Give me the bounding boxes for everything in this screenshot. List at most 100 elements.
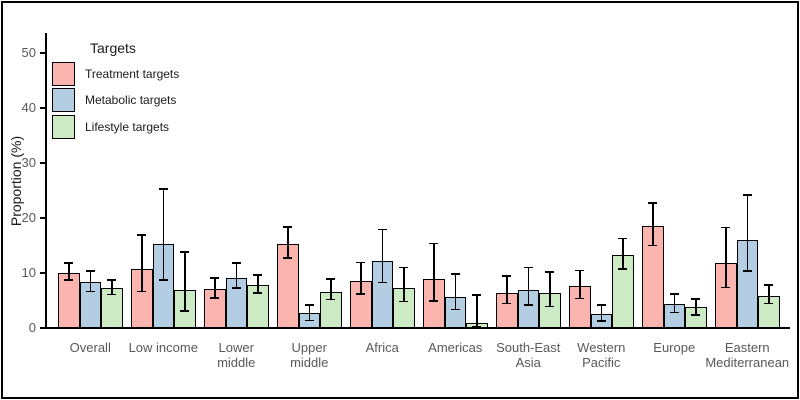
error-bar-cap bbox=[721, 286, 731, 289]
y-tick-mark bbox=[40, 217, 46, 219]
error-bar-cap bbox=[429, 242, 439, 245]
error-bar-cap bbox=[523, 304, 533, 306]
error-bar-cap bbox=[669, 311, 679, 314]
error-bar-line bbox=[527, 267, 529, 305]
error-bar-line bbox=[476, 295, 478, 327]
error-bar-cap bbox=[596, 320, 606, 322]
error-bar-cap bbox=[742, 270, 752, 272]
error-bar-cap bbox=[158, 188, 168, 190]
metabolic-targets-swatch bbox=[52, 88, 75, 112]
error-bar-cap bbox=[326, 278, 336, 280]
error-bar-line bbox=[454, 274, 456, 310]
error-bar-cap bbox=[618, 237, 628, 240]
legend-label: Metabolic targets bbox=[85, 93, 177, 107]
legend-title: Targets bbox=[90, 40, 136, 56]
error-bar-cap bbox=[669, 293, 679, 295]
error-bar-cap bbox=[85, 290, 95, 293]
error-bar-cap bbox=[575, 269, 585, 271]
error-bar-line bbox=[111, 280, 113, 295]
error-bar-cap bbox=[764, 284, 774, 286]
category-label: Lower middle bbox=[217, 340, 256, 370]
category-label: South-East Asia bbox=[496, 340, 561, 370]
error-bar-cap bbox=[648, 244, 658, 247]
error-bar-cap bbox=[107, 293, 117, 296]
y-tick-label: 0 bbox=[28, 320, 36, 335]
error-bar-cap bbox=[450, 308, 460, 311]
error-bar-cap bbox=[399, 266, 409, 269]
bar bbox=[58, 273, 80, 328]
error-bar-line bbox=[768, 285, 770, 304]
category-label: Upper middle bbox=[290, 340, 329, 370]
error-bar-cap bbox=[429, 300, 439, 302]
error-bar-cap bbox=[137, 290, 147, 293]
y-tick-mark bbox=[40, 162, 46, 164]
error-bar-cap bbox=[596, 304, 606, 306]
error-bar-cap bbox=[377, 281, 387, 284]
y-tick-label: 50 bbox=[21, 45, 36, 60]
error-bar-line bbox=[68, 263, 70, 281]
error-bar-cap bbox=[283, 257, 293, 259]
error-bar-cap bbox=[210, 297, 220, 299]
category-label: Eastern Mediterranean bbox=[705, 340, 790, 370]
error-bar-line bbox=[746, 194, 748, 271]
category-label: Low income bbox=[128, 340, 198, 355]
error-bar-cap bbox=[691, 298, 701, 300]
error-bar-cap bbox=[764, 302, 774, 304]
legend-label: Lifestyle targets bbox=[85, 120, 170, 134]
error-bar-cap bbox=[502, 302, 512, 304]
error-bar-cap bbox=[180, 310, 190, 312]
error-bar-cap bbox=[575, 297, 585, 300]
error-bar-cap bbox=[742, 194, 752, 196]
error-bar-cap bbox=[545, 305, 555, 308]
error-bar-cap bbox=[502, 275, 512, 277]
error-bar-cap bbox=[137, 234, 147, 236]
category-label: Europe bbox=[653, 340, 696, 355]
treatment-targets-swatch bbox=[52, 62, 75, 86]
error-bar-cap bbox=[399, 300, 409, 303]
category-label: Americas bbox=[428, 340, 483, 355]
y-tick-mark bbox=[40, 52, 46, 54]
error-bar-cap bbox=[304, 319, 314, 322]
y-axis-line bbox=[45, 33, 47, 329]
error-bar-cap bbox=[231, 262, 241, 264]
error-bar-line bbox=[287, 226, 289, 259]
y-tick-mark bbox=[40, 107, 46, 109]
error-bar-cap bbox=[721, 226, 731, 229]
x-axis-line bbox=[45, 327, 790, 329]
error-bar-cap bbox=[472, 326, 482, 328]
error-bar-line bbox=[433, 243, 435, 302]
error-bar-cap bbox=[283, 226, 293, 228]
error-bar-cap bbox=[85, 270, 95, 272]
error-bar-line bbox=[549, 271, 551, 307]
error-bar-line bbox=[622, 238, 624, 270]
error-bar-line bbox=[214, 277, 216, 298]
y-tick-label: 20 bbox=[21, 210, 36, 225]
error-bar-line bbox=[600, 304, 602, 321]
y-tick-label: 30 bbox=[21, 155, 36, 170]
y-tick-label: 40 bbox=[21, 100, 36, 115]
error-bar-line bbox=[141, 235, 143, 292]
error-bar-cap bbox=[523, 266, 533, 269]
error-bar-cap bbox=[304, 304, 314, 306]
y-tick-label: 10 bbox=[21, 265, 36, 280]
error-bar-cap bbox=[648, 202, 658, 204]
error-bar-line bbox=[506, 275, 508, 304]
error-bar-line bbox=[257, 275, 259, 293]
error-bar-cap bbox=[691, 314, 701, 316]
error-bar-line bbox=[673, 293, 675, 313]
error-bar-line bbox=[381, 229, 383, 283]
y-tick-mark bbox=[40, 327, 46, 329]
error-bar-cap bbox=[545, 271, 555, 273]
error-bar-cap bbox=[253, 292, 263, 294]
legend-label: Treatment targets bbox=[85, 67, 180, 81]
error-bar-line bbox=[403, 267, 405, 302]
error-bar-cap bbox=[64, 262, 74, 264]
error-bar-line bbox=[162, 188, 164, 281]
error-bar-line bbox=[330, 279, 332, 300]
error-bar-cap bbox=[356, 293, 366, 295]
error-bar-line bbox=[725, 227, 727, 288]
error-bar-line bbox=[360, 262, 362, 294]
error-bar-cap bbox=[377, 228, 387, 231]
lifestyle-targets-swatch bbox=[52, 115, 75, 139]
